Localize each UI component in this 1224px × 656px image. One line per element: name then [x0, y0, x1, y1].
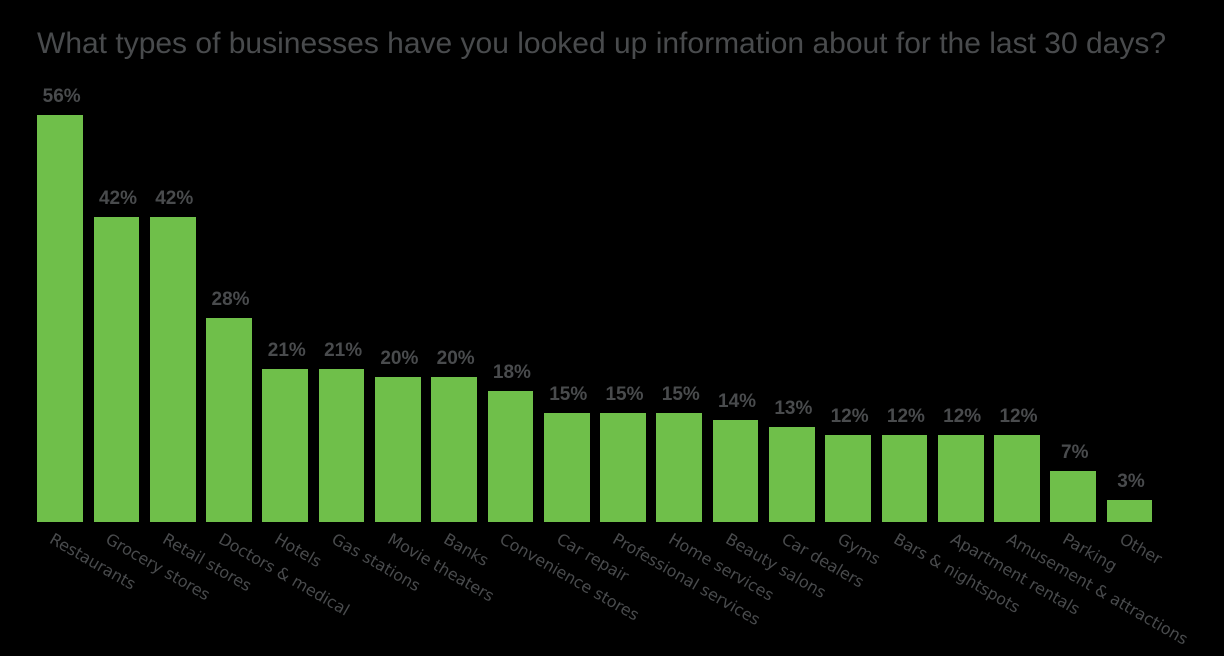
bar: [937, 434, 984, 522]
bar-value-label: 13%: [774, 398, 813, 420]
bar-value-label: 20%: [436, 347, 475, 369]
bar: [93, 216, 140, 522]
bar-value-label: 12%: [830, 405, 869, 427]
bar-value-label: 20%: [380, 347, 419, 369]
bar: [431, 376, 478, 522]
bar: [487, 391, 534, 522]
bar: [206, 318, 252, 522]
bar-value-label: 28%: [211, 289, 250, 311]
bar: [318, 369, 365, 522]
bar: [1106, 500, 1153, 522]
bar-value-label: 7%: [1061, 442, 1089, 464]
bar: [656, 412, 703, 522]
bar: [825, 434, 872, 522]
bar-value-label: 56%: [42, 85, 81, 107]
bar: [262, 369, 309, 522]
bar: [600, 412, 646, 522]
bar-value-label: 42%: [98, 187, 137, 209]
bar-value-label: 14%: [718, 391, 757, 413]
bar-value-label: 21%: [324, 340, 363, 362]
chart-title: What types of businesses have you looked…: [37, 27, 1167, 60]
bar: [768, 427, 815, 522]
bar-value-label: 12%: [886, 405, 925, 427]
bar: [149, 216, 196, 522]
bar-value-label: 15%: [661, 383, 700, 405]
bar-value-label: 42%: [155, 187, 194, 209]
bar-value-label: 12%: [943, 405, 982, 427]
bar: [881, 434, 928, 522]
bar: [543, 412, 590, 522]
category-label: Other: [1116, 529, 1165, 569]
bar: [1050, 471, 1097, 522]
bar-value-label: 15%: [549, 383, 588, 405]
bar-value-label: 12%: [999, 405, 1038, 427]
bar: [712, 420, 759, 522]
bar-value-label: 3%: [1117, 471, 1145, 493]
bar: [374, 376, 421, 522]
bar-value-label: 15%: [605, 383, 644, 405]
bar: [37, 114, 84, 522]
bar-value-label: 21%: [267, 340, 306, 362]
bar-value-label: 18%: [492, 362, 531, 384]
bar: [994, 434, 1040, 522]
